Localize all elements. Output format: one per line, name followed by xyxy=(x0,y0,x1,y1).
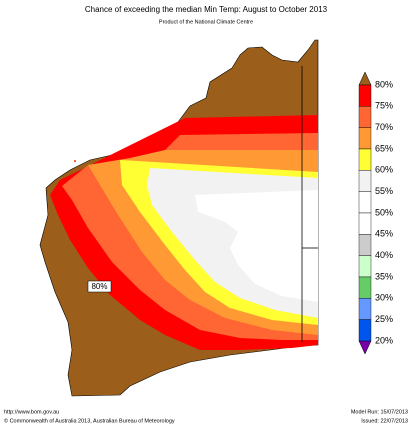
footer-model-run: Model Run: 15/07/2013 xyxy=(351,409,408,415)
footer-issued: Issued: 22/07/2013 xyxy=(361,418,408,424)
legend-band xyxy=(358,84,372,107)
legend-label: 50% xyxy=(375,207,393,217)
legend-label: 30% xyxy=(375,293,393,303)
legend-label: 35% xyxy=(375,271,393,281)
legend-label: 55% xyxy=(375,186,393,196)
legend-band xyxy=(358,276,372,299)
title: Chance of exceeding the median Min Temp:… xyxy=(85,5,328,14)
legend-label: 40% xyxy=(375,250,393,260)
legend-band xyxy=(358,298,372,320)
legend-band xyxy=(358,319,372,342)
legend-band xyxy=(358,255,372,278)
legend-label: 70% xyxy=(375,122,393,132)
legend-label: 80% xyxy=(375,79,393,89)
footer-url: http://www.bom.gov.au xyxy=(4,409,59,415)
legend-band xyxy=(358,234,372,256)
legend-band xyxy=(358,170,372,192)
legend-band xyxy=(358,212,372,235)
map-label: 80% xyxy=(91,282,107,291)
legend-label: 75% xyxy=(375,101,393,111)
map: 80% xyxy=(39,39,319,397)
legend-label: 20% xyxy=(375,335,393,345)
legend-band xyxy=(358,106,372,128)
legend-band xyxy=(358,191,372,214)
legend-band xyxy=(358,148,372,171)
legend-label: 45% xyxy=(375,229,393,239)
footer-copyright: © Commonwealth of Australia 2013, Austra… xyxy=(4,417,175,424)
legend-label: 60% xyxy=(375,165,393,175)
legend-label: 65% xyxy=(375,143,393,153)
legend-over xyxy=(358,71,372,86)
legend: 80% 75% 70% 65% 60% 55% 50% 45% 40% 35% 30% 25% 20% xyxy=(358,71,393,355)
legend-under xyxy=(358,340,372,355)
legend-band xyxy=(358,127,372,150)
subtitle: Product of the National Climate Centre xyxy=(159,19,253,25)
legend-label: 25% xyxy=(375,314,393,324)
